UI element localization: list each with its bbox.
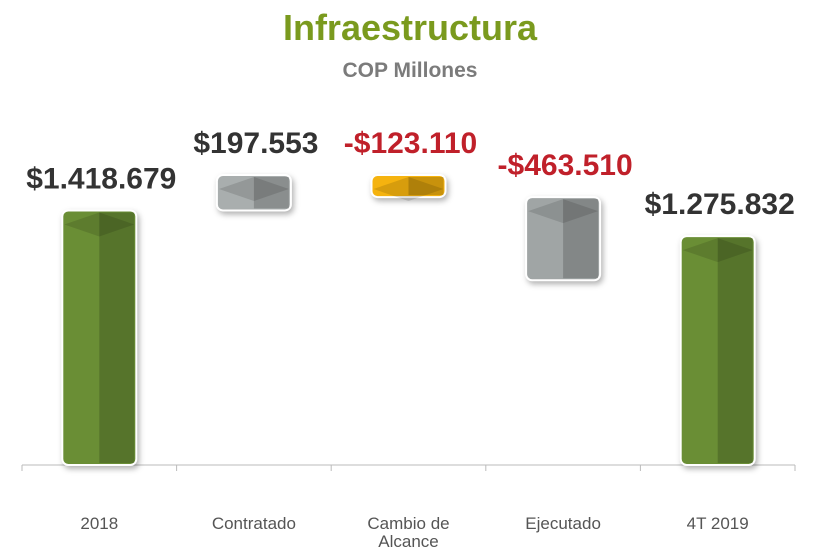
bar [61,209,138,466]
bar-top [528,199,599,224]
value-label: $1.275.832 [645,188,795,221]
chart-title: Infraestructura [283,7,538,48]
bar-top [373,177,444,201]
value-label: $1.418.679 [26,162,176,195]
bar [370,174,447,199]
bar [215,174,292,212]
bar [679,235,756,466]
bar-top [218,177,289,201]
bar-shade [408,177,444,196]
bar-shade [717,238,753,463]
x-tick-label: Contratado [211,514,296,533]
value-label: -$123.110 [344,127,477,160]
bar-shade [253,177,289,209]
bar-top [682,238,753,263]
bar-shade [563,199,599,279]
x-tick-label: Ejecutado [525,514,601,533]
value-label: -$463.510 [498,149,633,182]
bar [525,196,602,282]
value-label: $197.553 [193,127,318,160]
x-tick-label: Cambio de Alcance [367,514,450,551]
chart-subtitle: COP Millones [343,59,478,82]
bar-shade [99,212,135,463]
x-tick-label: 4T 2019 [686,514,749,533]
bar-top [64,212,135,237]
x-tick-label: 2018 [80,514,119,533]
